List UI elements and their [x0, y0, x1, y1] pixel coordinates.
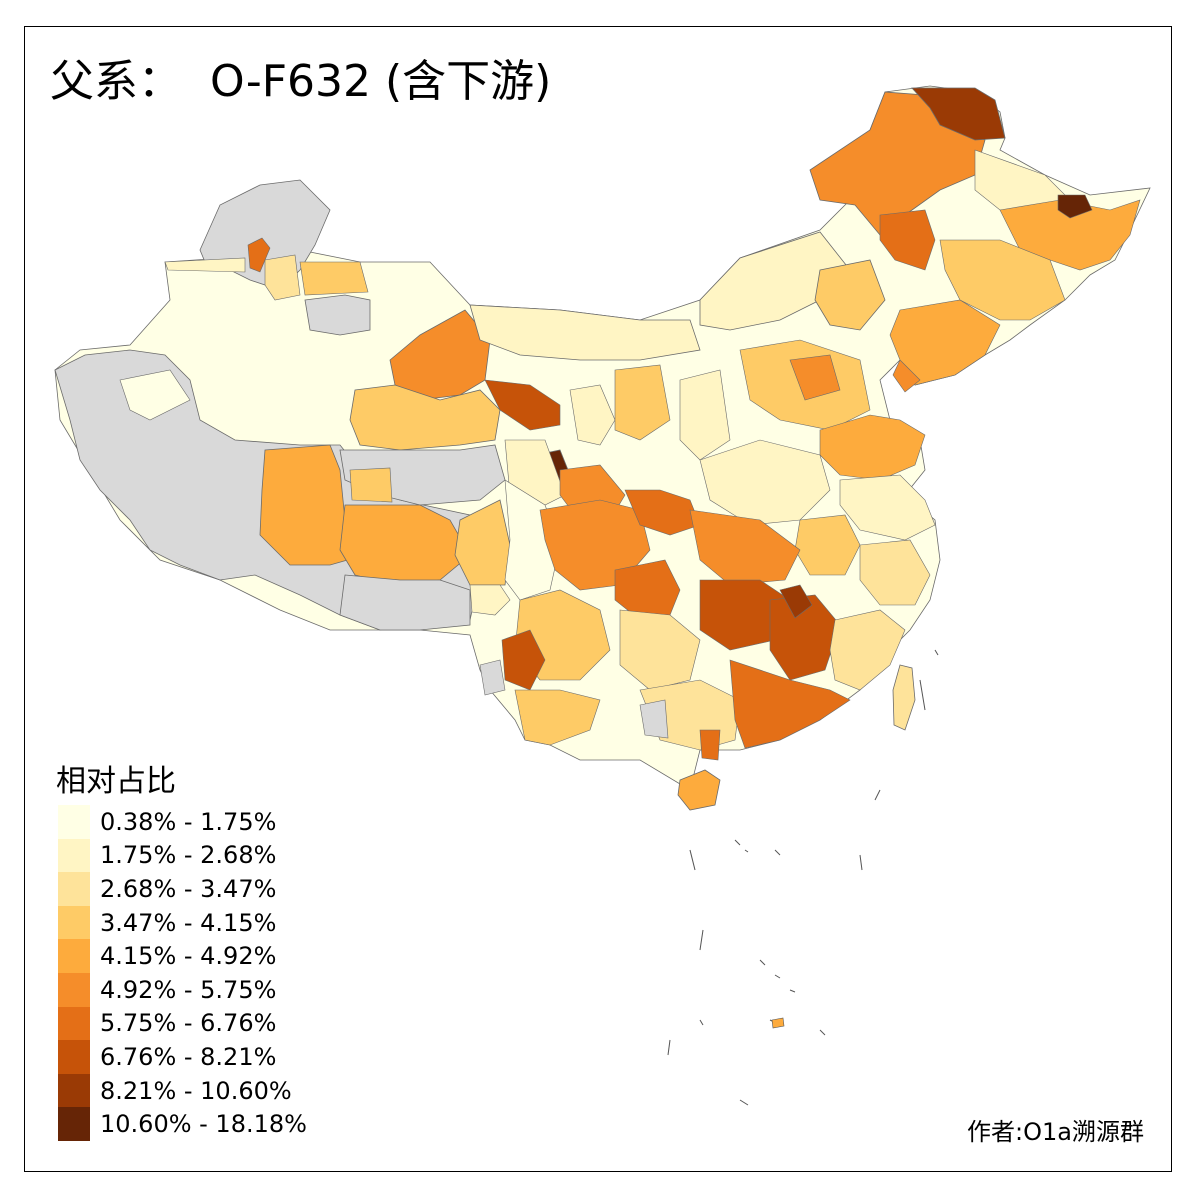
region-zhejiang — [859, 539, 931, 606]
region-haixi-south — [349, 384, 501, 451]
legend: 0.38% - 1.75% 1.75% - 2.68% 2.68% - 3.47% 3… — [58, 805, 307, 1141]
region-shaanxi-north — [614, 364, 671, 441]
legend-item: 6.76% - 8.21% — [58, 1040, 307, 1074]
legend-title: 相对占比 — [56, 764, 176, 799]
legend-item: 3.47% - 4.15% — [58, 905, 307, 940]
island-highlight — [771, 1017, 785, 1029]
legend-swatch — [58, 972, 90, 1007]
region-leizhou — [699, 729, 721, 761]
region-hinggan — [879, 209, 936, 271]
region-baoding — [789, 354, 841, 401]
legend-item: 10.60% - 18.18% — [58, 1107, 307, 1141]
legend-label: 4.15% - 4.92% — [100, 942, 277, 971]
author-credit: 作者:O1a溯源群 — [967, 1118, 1144, 1146]
legend-label: 4.92% - 5.75% — [100, 975, 277, 1004]
region-dali — [501, 629, 546, 691]
legend-label: 3.47% - 4.15% — [100, 908, 277, 937]
legend-swatch — [58, 872, 90, 906]
region-changji — [299, 261, 369, 296]
legend-swatch — [58, 838, 90, 873]
region-nyingchi — [469, 584, 511, 616]
region-tacheng — [164, 257, 246, 273]
region-aksu — [119, 369, 191, 421]
region-ningxia — [569, 384, 616, 446]
legend-label: 0.38% - 1.75% — [100, 807, 277, 836]
region-chifeng — [814, 259, 886, 331]
map-frame — [24, 26, 1172, 1172]
region-xinjiang-mid — [304, 294, 371, 336]
region-golmud — [349, 467, 393, 503]
legend-label: 1.75% - 2.68% — [100, 841, 277, 870]
legend-swatch — [58, 1006, 90, 1041]
region-tibet-east — [454, 499, 511, 586]
region-yunnan-west-nodata — [479, 659, 506, 696]
region-jiangxi — [769, 594, 841, 681]
legend-swatch — [58, 1073, 90, 1108]
region-fujian — [829, 609, 906, 691]
legend-label: 10.60% - 18.18% — [100, 1110, 307, 1139]
legend-item: 1.75% - 2.68% — [58, 838, 307, 873]
legend-label: 5.75% - 6.76% — [100, 1009, 277, 1038]
legend-item: 5.75% - 6.76% — [58, 1006, 307, 1041]
legend-label: 6.76% - 8.21% — [100, 1042, 277, 1071]
legend-swatch — [58, 805, 90, 839]
map-title: 父系： O-F632 (含下游) — [50, 56, 552, 107]
region-shandong — [819, 414, 926, 481]
legend-item: 8.21% - 10.60% — [58, 1073, 307, 1108]
region-guangdong — [729, 659, 851, 749]
region-jiangxi-peak — [779, 584, 813, 619]
region-jilin — [939, 239, 1066, 321]
region-taiwan — [892, 664, 916, 731]
region-bortala — [264, 254, 301, 301]
region-henan — [699, 439, 831, 526]
legend-item: 4.15% - 4.92% — [58, 939, 307, 973]
region-shanxi — [679, 369, 731, 461]
legend-item: 2.68% - 3.47% — [58, 872, 307, 906]
region-inner-mongolia-west — [469, 304, 701, 361]
region-jiamusi — [1057, 194, 1093, 219]
region-hubei — [689, 509, 801, 586]
legend-swatch — [58, 1107, 90, 1141]
region-hexi — [484, 379, 561, 431]
region-liaoning — [889, 299, 1001, 386]
region-dalian — [892, 359, 921, 393]
legend-label: 2.68% - 3.47% — [100, 874, 277, 903]
region-jiangsu — [839, 474, 936, 541]
legend-label: 8.21% - 10.60% — [100, 1076, 292, 1105]
region-guangxi-nodata — [639, 699, 669, 739]
legend-item: 0.38% - 1.75% — [58, 805, 307, 839]
legend-swatch — [58, 939, 90, 973]
region-yunnan-south — [514, 689, 601, 746]
region-daxinganling — [911, 87, 1006, 141]
region-guizhou — [619, 609, 701, 691]
legend-swatch — [58, 905, 90, 940]
legend-item: 4.92% - 5.75% — [58, 972, 307, 1007]
region-tibet-south — [339, 574, 471, 631]
region-hainan — [677, 769, 721, 811]
legend-swatch — [58, 1040, 90, 1074]
